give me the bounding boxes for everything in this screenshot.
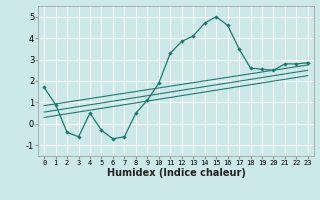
- X-axis label: Humidex (Indice chaleur): Humidex (Indice chaleur): [107, 168, 245, 178]
